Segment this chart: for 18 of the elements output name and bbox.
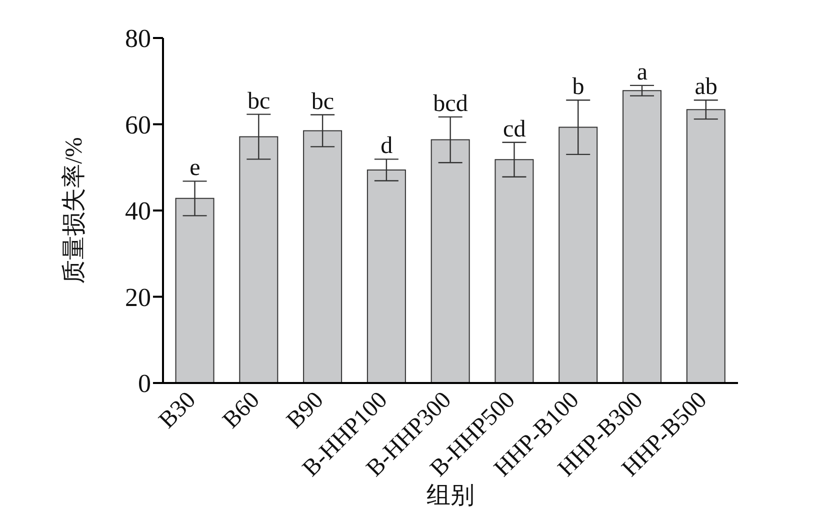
y-tick-label: 40 (125, 196, 151, 226)
annotation: a (636, 59, 648, 86)
x-tick-label: B30 (154, 387, 201, 434)
y-axis-title: 质量损失率/% (60, 137, 88, 284)
annotation: e (190, 155, 200, 182)
annotation: d (380, 133, 393, 160)
annotation: ab (694, 74, 718, 100)
annotation: cd (503, 116, 526, 142)
y-tick-label: 0 (138, 369, 151, 398)
annotation: bc (248, 88, 270, 114)
x-axis-title: 组别 (426, 483, 474, 509)
y-tick-label: 60 (125, 110, 151, 140)
annotation: bcd (433, 90, 468, 117)
y-tick-label: 80 (125, 24, 151, 54)
y-tick-label: 20 (125, 282, 151, 312)
annotation: b (572, 74, 584, 100)
x-tick-label: B60 (218, 387, 265, 434)
annotation: bc (311, 88, 334, 115)
